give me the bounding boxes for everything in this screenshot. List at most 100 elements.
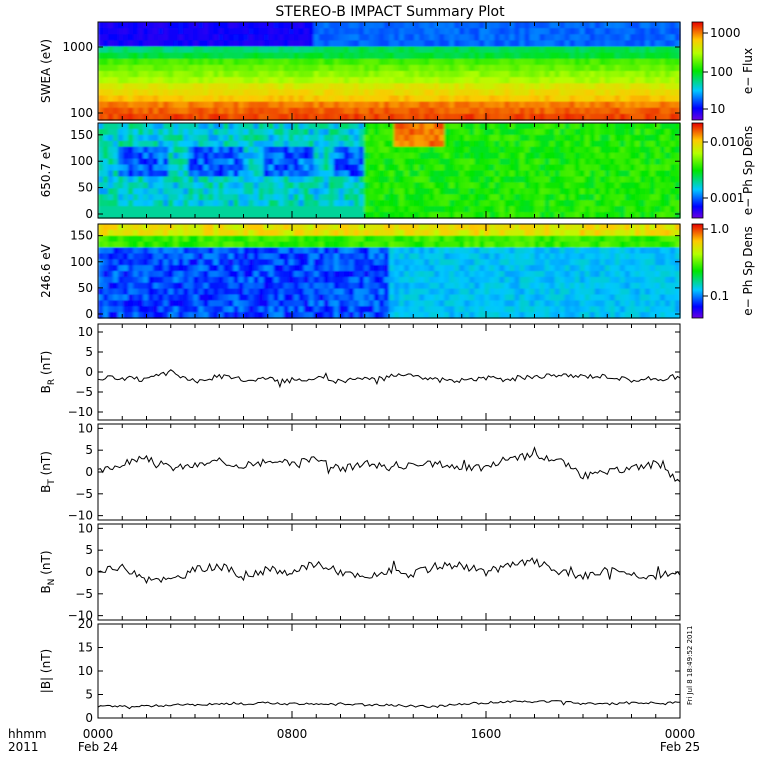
heatmap-cell (378, 200, 385, 207)
heatmap-cell (399, 152, 405, 160)
heatmap-cell (323, 101, 330, 109)
heatmap-cell (298, 206, 305, 213)
heatmap-cell (143, 40, 149, 48)
heatmap-cell (353, 52, 360, 60)
heatmap-cell (654, 158, 661, 166)
heatmap-cell (223, 282, 230, 290)
heatmap-cell (419, 282, 425, 290)
heatmap-cell (373, 224, 380, 231)
heatmap-cell (589, 34, 596, 41)
heatmap-cell (313, 176, 320, 183)
heatmap-cell (464, 294, 470, 301)
heatmap-cell (273, 95, 280, 103)
heatmap-cell (178, 123, 184, 130)
heatmap-cell (514, 34, 521, 41)
heatmap-cell (198, 206, 204, 213)
heatmap-cell (594, 158, 601, 166)
heatmap-cell (429, 276, 435, 284)
heatmap-cell (223, 182, 230, 189)
heatmap-cell (168, 300, 174, 307)
heatmap-cell (589, 71, 596, 78)
heatmap-cell (569, 52, 576, 60)
heatmap-image (98, 22, 681, 121)
heatmap-cell (118, 123, 124, 130)
heatmap-cell (444, 158, 450, 166)
heatmap-cell (474, 123, 480, 130)
heatmap-cell (378, 34, 385, 41)
heatmap-cell (173, 200, 179, 207)
heatmap-cell (529, 58, 536, 66)
heatmap-cell (519, 182, 526, 189)
heatmap-cell (328, 123, 335, 130)
heatmap-cell (619, 188, 626, 195)
heatmap-cell (173, 40, 179, 48)
heatmap-cell (504, 194, 511, 201)
heatmap-cell (494, 52, 500, 60)
heatmap-cell (118, 294, 124, 301)
heatmap-cell (549, 89, 556, 97)
heatmap-cell (188, 188, 194, 195)
heatmap-cell (178, 77, 184, 84)
heatmap-cell (258, 128, 265, 136)
heatmap-cell (243, 294, 250, 301)
heatmap-cell (328, 224, 335, 231)
heatmap-cell (378, 77, 385, 84)
heatmap-cell (248, 200, 255, 207)
heatmap-cell (338, 312, 345, 319)
heatmap-cell (188, 34, 194, 41)
heatmap-cell (278, 40, 285, 48)
heatmap-cell (208, 52, 214, 60)
heatmap-cell (424, 28, 430, 35)
heatmap-cell (173, 306, 179, 313)
heatmap-cell (389, 259, 395, 266)
heatmap-cell (173, 282, 179, 290)
heatmap-cell (434, 52, 440, 60)
heatmap-cell (338, 40, 345, 48)
heatmap-cell (484, 71, 490, 78)
heatmap-cell (419, 22, 425, 29)
heatmap-cell (293, 40, 300, 48)
heatmap-cell (203, 300, 209, 307)
heatmap-cell (439, 212, 445, 219)
heatmap-cell (559, 134, 566, 142)
heatmap-cell (654, 34, 661, 41)
heatmap-cell (479, 194, 485, 201)
heatmap-cell (368, 134, 375, 142)
heatmap-cell (394, 259, 400, 266)
heatmap-cell (669, 22, 676, 29)
heatmap-cell (113, 194, 119, 201)
heatmap-cell (529, 22, 536, 29)
heatmap-cell (243, 158, 250, 166)
heatmap-cell (469, 22, 475, 29)
heatmap-cell (223, 22, 230, 29)
heatmap-cell (108, 306, 114, 313)
heatmap-cell (328, 40, 335, 48)
heatmap-cell (183, 140, 189, 148)
heatmap-cell (123, 107, 129, 115)
heatmap-cell (484, 158, 490, 166)
heatmap-cell (103, 247, 109, 254)
heatmap-cell (584, 64, 591, 72)
heatmap-cell (308, 235, 315, 243)
heatmap-cell (213, 212, 220, 219)
heatmap-cell (409, 253, 415, 260)
heatmap-cell (98, 64, 104, 72)
heatmap-cell (113, 146, 119, 154)
heatmap-cell (183, 312, 189, 319)
heatmap-cell (373, 200, 380, 207)
heatmap-cell (288, 241, 295, 249)
heatmap-cell (208, 276, 214, 284)
heatmap-cell (218, 71, 225, 78)
heatmap-cell (338, 46, 345, 54)
heatmap-cell (584, 152, 591, 160)
heatmap-cell (419, 182, 425, 189)
heatmap-cell (328, 300, 335, 307)
heatmap-cell (278, 182, 285, 189)
heatmap-cell (278, 128, 285, 136)
heatmap-cell (574, 182, 581, 189)
heatmap-cell (338, 170, 345, 178)
heatmap-cell (554, 95, 561, 103)
heatmap-cell (238, 107, 245, 115)
heatmap-cell (193, 265, 199, 272)
heatmap-cell (338, 294, 345, 301)
